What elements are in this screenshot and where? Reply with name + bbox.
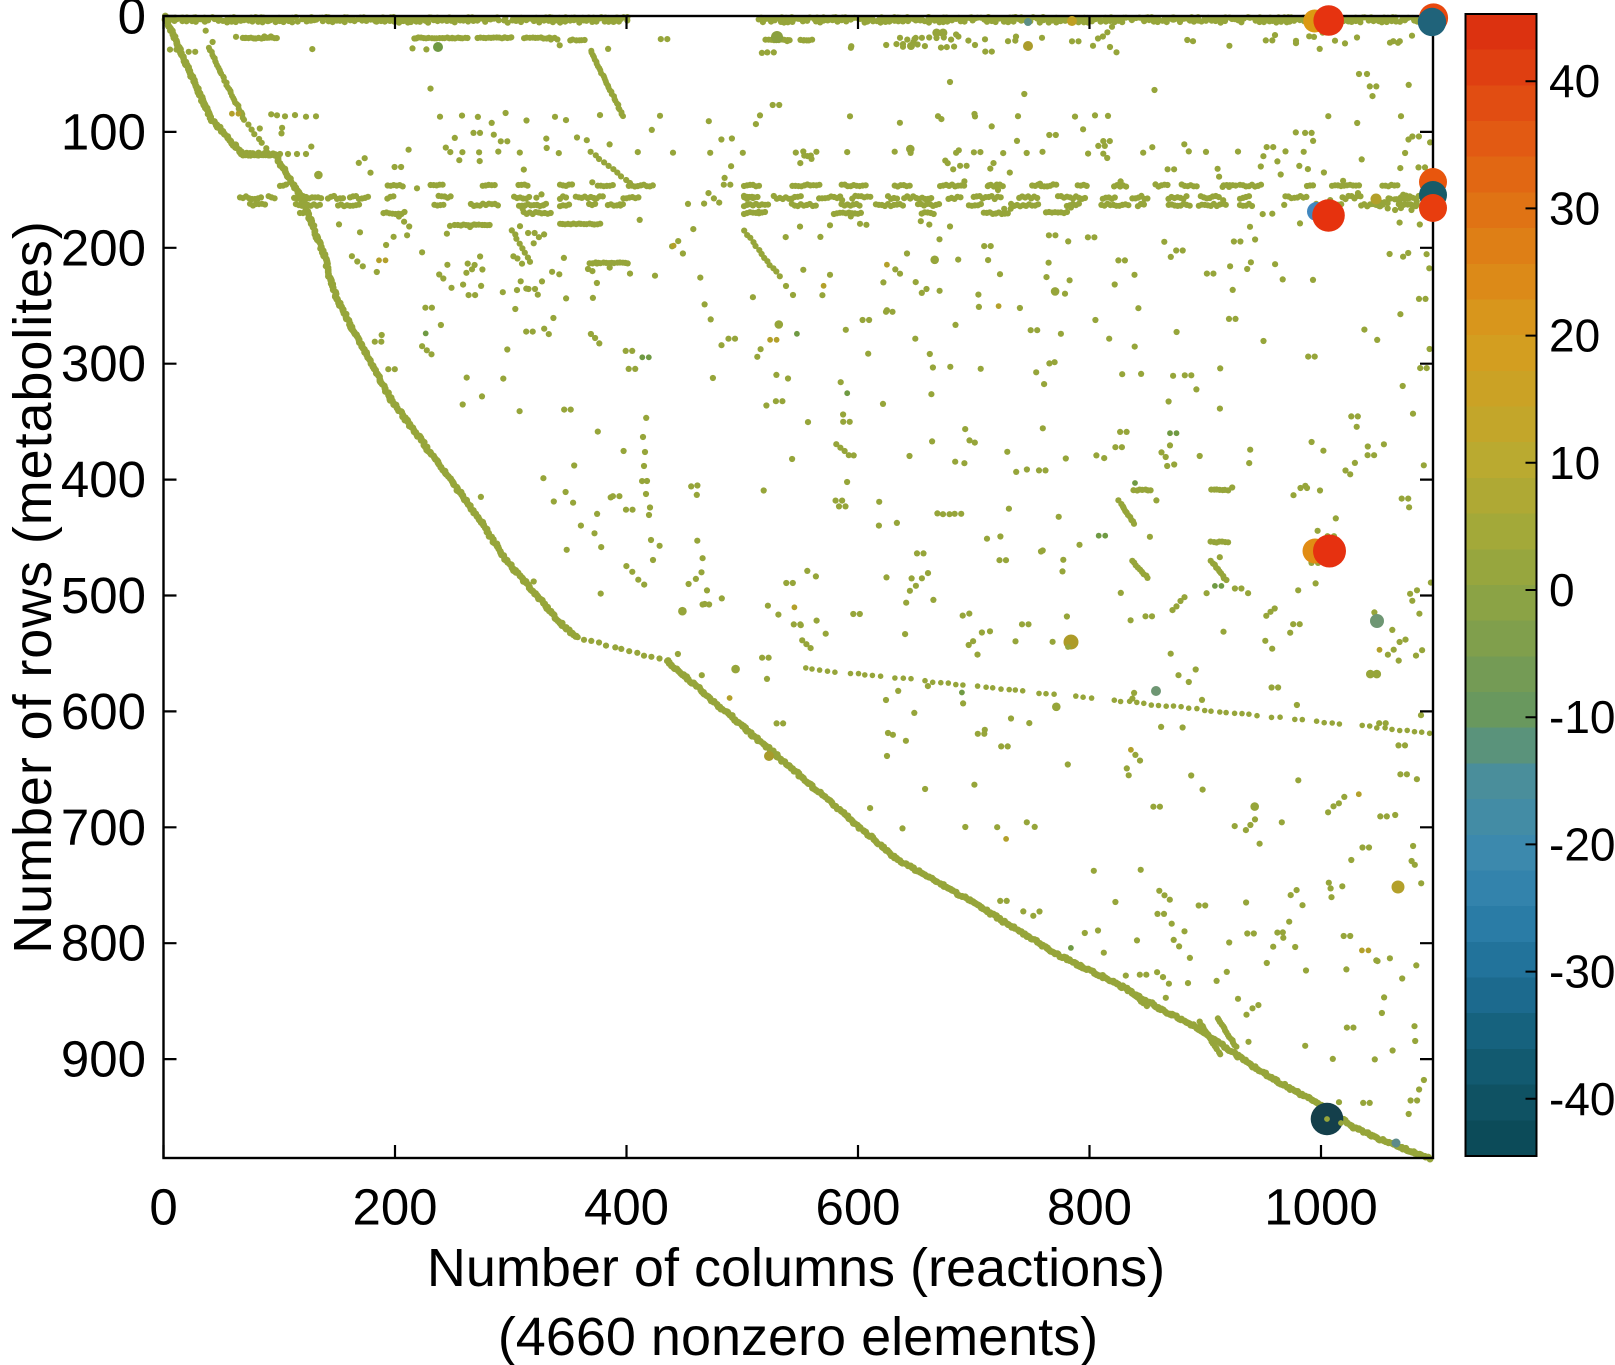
svg-text:Number of rows (metabolites): Number of rows (metabolites) [3,220,63,953]
svg-text:-40: -40 [1549,1073,1615,1125]
svg-text:800: 800 [1047,1179,1132,1236]
svg-text:800: 800 [61,915,146,972]
svg-text:30: 30 [1549,182,1600,234]
svg-text:200: 200 [61,219,146,276]
svg-text:300: 300 [61,335,146,392]
svg-text:400: 400 [584,1179,669,1236]
svg-text:900: 900 [61,1031,146,1088]
svg-text:-30: -30 [1549,946,1615,998]
svg-text:10: 10 [1549,437,1600,489]
svg-text:0: 0 [1549,564,1575,616]
svg-text:700: 700 [61,799,146,856]
svg-text:(4660 nonzero elements): (4660 nonzero elements) [498,1307,1098,1365]
svg-text:1000: 1000 [1264,1179,1377,1236]
svg-text:600: 600 [61,683,146,740]
svg-text:Number of columns (reactions): Number of columns (reactions) [427,1238,1165,1298]
svg-text:500: 500 [61,567,146,624]
svg-text:200: 200 [352,1179,437,1236]
svg-text:-20: -20 [1549,818,1615,870]
svg-text:-10: -10 [1549,691,1615,743]
svg-text:400: 400 [61,451,146,508]
svg-text:0: 0 [118,0,146,45]
svg-text:0: 0 [149,1179,177,1236]
svg-text:40: 40 [1549,55,1600,107]
svg-text:600: 600 [815,1179,900,1236]
svg-text:20: 20 [1549,310,1600,362]
svg-text:100: 100 [61,103,146,160]
